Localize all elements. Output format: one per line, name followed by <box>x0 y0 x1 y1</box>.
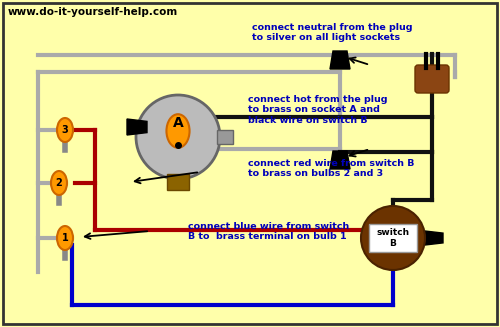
Text: 3: 3 <box>62 125 68 135</box>
FancyBboxPatch shape <box>415 65 449 93</box>
Ellipse shape <box>166 114 190 148</box>
Polygon shape <box>127 119 147 135</box>
Text: 1: 1 <box>62 233 68 243</box>
Ellipse shape <box>57 118 73 142</box>
Text: A: A <box>172 116 184 130</box>
Text: connect blue wire from switch
B to  brass terminal on bulb 1: connect blue wire from switch B to brass… <box>188 222 349 241</box>
Text: connect neutral from the plug
to silver on all light sockets: connect neutral from the plug to silver … <box>252 23 412 43</box>
Ellipse shape <box>51 171 67 195</box>
FancyBboxPatch shape <box>369 224 417 252</box>
Text: connect red wire from switch B
to brass on bulbs 2 and 3: connect red wire from switch B to brass … <box>248 159 414 179</box>
Ellipse shape <box>57 226 73 250</box>
Text: 2: 2 <box>56 178 62 188</box>
FancyBboxPatch shape <box>167 174 189 190</box>
Polygon shape <box>330 51 350 69</box>
Text: www.do-it-yourself-help.com: www.do-it-yourself-help.com <box>8 7 178 17</box>
Text: connect hot from the plug
to brass on socket A and
black wire on switch B: connect hot from the plug to brass on so… <box>248 95 388 125</box>
Polygon shape <box>330 151 350 169</box>
Circle shape <box>361 206 425 270</box>
FancyBboxPatch shape <box>217 130 233 144</box>
Polygon shape <box>425 231 443 245</box>
Text: switch
B: switch B <box>376 228 410 248</box>
Circle shape <box>136 95 220 179</box>
